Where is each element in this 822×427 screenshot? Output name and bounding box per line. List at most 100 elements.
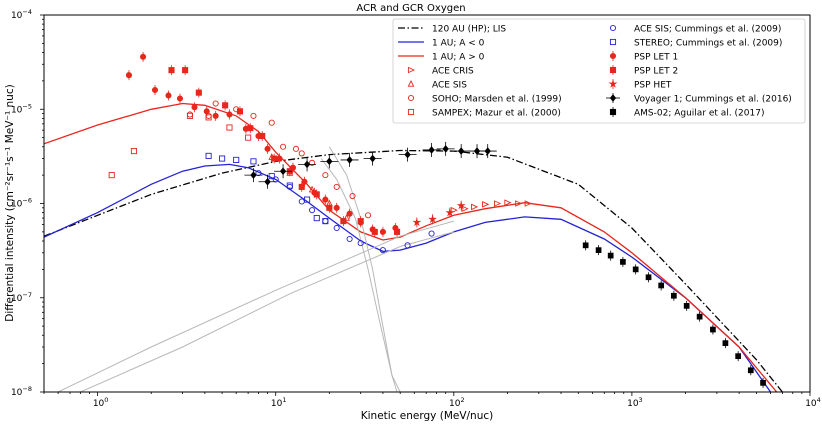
y-tick-label: 10−4 <box>11 8 32 21</box>
data-point <box>186 112 194 119</box>
data-point <box>212 112 219 119</box>
series-stereo-cummings-et-al-2009 <box>205 152 329 225</box>
data-point <box>108 172 115 179</box>
data-point <box>595 247 602 253</box>
data-point <box>309 207 316 214</box>
data-point <box>333 224 340 232</box>
data-point <box>340 218 347 225</box>
legend-marker <box>608 79 618 88</box>
data-point <box>773 394 778 399</box>
data-point <box>658 282 665 289</box>
curve-component-4 <box>80 231 454 392</box>
legend-column-right: ACE SIS; Cummings et al. (2009) STEREO; C… <box>606 25 792 119</box>
curve-1-au-a-0 <box>44 102 778 392</box>
data-point <box>735 353 742 360</box>
data-point <box>671 292 677 299</box>
data-point <box>191 104 198 111</box>
y-tick-label: 10−6 <box>11 197 32 210</box>
data-point <box>322 218 329 225</box>
data-point <box>404 150 411 159</box>
data-point <box>264 145 271 152</box>
data-point <box>393 228 401 235</box>
series-ace-sis-cummings-et-al-2009 <box>255 170 435 254</box>
data-point <box>504 199 512 206</box>
data-point <box>186 111 194 118</box>
data-point <box>236 108 244 115</box>
data-point <box>226 124 233 131</box>
series-sampex-mazur-et-al-2000 <box>108 112 252 179</box>
legend-label: STEREO; Cummings et al. (2009) <box>634 39 782 49</box>
data-point <box>125 72 133 79</box>
data-point <box>250 171 257 179</box>
data-point <box>298 150 305 157</box>
x-tick-label: 103 <box>627 396 643 409</box>
data-point <box>292 145 300 152</box>
data-point <box>250 158 257 165</box>
x-tick-label: 104 <box>805 396 821 409</box>
data-point <box>226 111 233 118</box>
data-point <box>313 191 320 198</box>
data-point <box>309 159 316 166</box>
data-point <box>245 134 252 141</box>
data-point <box>710 326 716 333</box>
model-curves <box>44 102 783 392</box>
data-point <box>349 192 356 200</box>
legend-label: PSP LET 1 <box>634 53 678 63</box>
data-point <box>304 196 311 203</box>
data-point <box>250 112 257 119</box>
legend-entry-acesis: ACE SIS <box>407 79 467 91</box>
data-point <box>471 203 479 211</box>
data-point <box>268 173 275 180</box>
legend-marker <box>407 94 415 102</box>
data-point <box>760 380 766 386</box>
y-tick-labels: 10−8 10−7 10−6 10−5 10−4 <box>11 8 32 398</box>
curve-120-au-hp-lis <box>44 149 783 392</box>
legend-label: SOHO; Marsden et al. (1999) <box>432 95 562 105</box>
data-point <box>322 172 329 179</box>
data-point <box>313 215 320 222</box>
curve-component-3 <box>57 220 454 392</box>
x-axis-label: Kinetic energy (MeV/nuc) <box>361 410 494 422</box>
data-point <box>140 53 147 60</box>
legend-label: PSP LET 2 <box>634 67 678 77</box>
curve-component-1 <box>328 146 398 392</box>
legend-label: AMS-02; Aguilar et al. (2017) <box>634 109 764 119</box>
legend-marker <box>609 94 617 102</box>
legend-entry-acecris: ACE CRIS <box>407 67 474 77</box>
data-point <box>298 198 305 205</box>
series-psp-het <box>412 200 466 228</box>
data-point <box>276 155 283 162</box>
data-point <box>298 183 305 190</box>
legend-label: Voyager 1; Cummings et al. (2016) <box>634 95 792 105</box>
series-ams-02-aguilar-et-al-2017 <box>582 240 778 399</box>
data-point <box>255 170 262 177</box>
x-tick-label: 102 <box>449 396 465 409</box>
data-point <box>484 147 491 155</box>
x-tick-label: 101 <box>271 396 287 409</box>
data-point <box>268 119 275 126</box>
data-point <box>333 204 340 211</box>
data-point <box>683 303 690 309</box>
data-point <box>457 147 465 155</box>
legend-entry-voyager: Voyager 1; Cummings et al. (2016) <box>606 93 792 105</box>
data-point <box>524 200 532 207</box>
legend-marker <box>609 108 617 116</box>
data-point <box>461 205 469 213</box>
data-point <box>205 114 212 121</box>
data-point <box>151 86 159 94</box>
y-tick-label: 10−7 <box>11 291 32 304</box>
data-point <box>130 148 138 155</box>
legend-label: SAMPEX; Mazur et al. (2000) <box>432 109 561 119</box>
data-point <box>494 200 502 207</box>
data-point <box>271 155 278 162</box>
data-point <box>222 102 229 109</box>
legend-entry-acesis09: ACE SIS; Cummings et al. (2009) <box>609 25 781 35</box>
data-point <box>473 147 481 155</box>
data-point <box>450 206 458 214</box>
data-point <box>203 108 210 115</box>
data-point <box>212 100 219 107</box>
data-point <box>456 201 466 210</box>
data-point <box>333 183 340 190</box>
legend-entry-let1: PSP LET 1 <box>609 51 678 63</box>
